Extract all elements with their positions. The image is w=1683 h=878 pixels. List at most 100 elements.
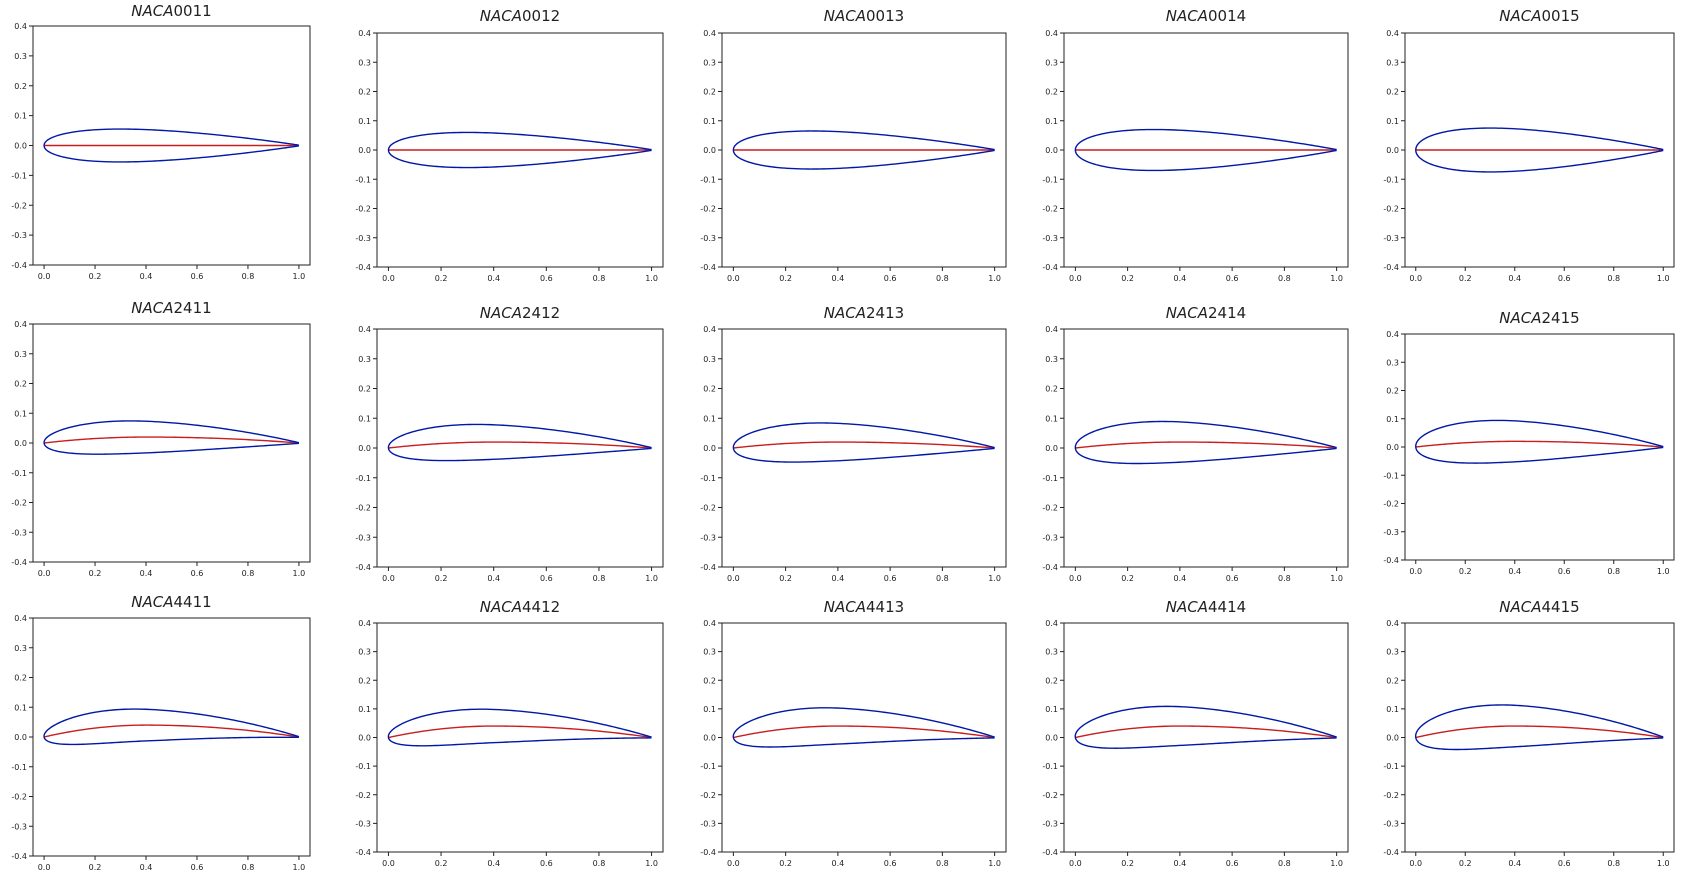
x-tick-label: 0.6 xyxy=(884,574,897,583)
x-tick-label: 0.8 xyxy=(242,272,255,281)
chart-title-prefix: NACA xyxy=(480,7,522,25)
chart-title-suffix: 2414 xyxy=(1208,304,1246,322)
x-tick-label: 0.2 xyxy=(435,274,448,283)
y-tick-label: 0.1 xyxy=(1045,117,1058,126)
y-tick-label: 0.4 xyxy=(358,29,371,38)
y-tick-label: 0.0 xyxy=(703,444,716,453)
x-tick-label: 0.6 xyxy=(191,863,204,872)
chart-title-prefix: NACA xyxy=(131,299,173,317)
airfoil-panel-4414: NACA4414 0.4 0.3 0.2 0.1 0.0 -0.1 -0.2 -0.3 -0.4 0… xyxy=(1042,598,1349,868)
x-tick-label: 1.0 xyxy=(1330,574,1343,583)
airfoil-outline xyxy=(1074,420,1337,465)
x-tick-label: 0.4 xyxy=(487,859,500,868)
airfoil-outline xyxy=(1415,127,1664,173)
camber-line xyxy=(1415,440,1664,448)
x-tick-label: 0.6 xyxy=(1558,567,1571,576)
chart-title-suffix: 0014 xyxy=(1208,7,1246,25)
y-tick-label: -0.1 xyxy=(1042,175,1058,184)
airfoil-outline xyxy=(43,128,299,163)
x-tick-label: 0.2 xyxy=(1121,274,1134,283)
y-tick-label: -0.4 xyxy=(11,558,27,567)
y-tick-label: -0.1 xyxy=(1383,471,1399,480)
x-tick-label: 0.6 xyxy=(1226,859,1239,868)
x-tick-label: 0.4 xyxy=(1508,274,1521,283)
y-tick-label: -0.1 xyxy=(11,763,27,772)
airfoil-panel-0011: NACA0011 0.4 0.3 0.2 0.1 0.0 -0.1 -0.2 -0.3 -0.4 0… xyxy=(11,2,311,281)
camber-line xyxy=(1075,441,1337,449)
y-tick-label: 0.3 xyxy=(1386,58,1399,67)
chart-title: NACA4415 xyxy=(1499,598,1579,616)
y-tick-label: -0.3 xyxy=(700,533,716,542)
x-tick-label: 0.4 xyxy=(832,859,845,868)
y-tick-label: 0.3 xyxy=(1045,58,1058,67)
chart-title-prefix: NACA xyxy=(824,598,866,616)
camber-line xyxy=(1075,725,1337,739)
y-tick-label: -0.3 xyxy=(1042,819,1058,828)
chart-title: NACA2413 xyxy=(824,304,904,322)
airfoil-outline xyxy=(387,131,652,169)
y-tick-label: -0.3 xyxy=(700,819,716,828)
y-tick-label: -0.1 xyxy=(1042,474,1058,483)
y-tick-label: 0.2 xyxy=(703,385,716,394)
x-tick-label: 0.2 xyxy=(435,574,448,583)
y-tick-label: -0.4 xyxy=(1042,848,1058,857)
airfoil-panel-2411: NACA2411 0.4 0.3 0.2 0.1 0.0 -0.1 -0.2 -0.3 -0.4 0… xyxy=(11,299,311,578)
y-tick-label: -0.3 xyxy=(11,528,27,537)
y-tick-label: -0.3 xyxy=(1383,819,1399,828)
y-tick-label: -0.4 xyxy=(700,563,716,572)
y-tick-label: 0.2 xyxy=(1045,676,1058,685)
y-tick-label: -0.1 xyxy=(1383,762,1399,771)
x-tick-label: 1.0 xyxy=(1657,567,1670,576)
x-tick-label: 0.6 xyxy=(1226,574,1239,583)
airfoil-outline xyxy=(43,708,300,746)
x-tick-label: 0.0 xyxy=(727,274,740,283)
y-tick-label: 0.2 xyxy=(1045,385,1058,394)
y-tick-label: 0.1 xyxy=(1045,414,1058,423)
x-tick-label: 0.8 xyxy=(1607,567,1620,576)
y-tick-label: -0.2 xyxy=(700,791,716,800)
x-tick-label: 0.8 xyxy=(1278,859,1291,868)
camber-line xyxy=(388,441,652,449)
y-tick-label: -0.1 xyxy=(355,762,371,771)
y-tick-label: 0.2 xyxy=(703,676,716,685)
x-tick-label: 0.4 xyxy=(832,274,845,283)
y-tick-label: -0.1 xyxy=(11,469,27,478)
y-tick-label: -0.1 xyxy=(355,474,371,483)
y-tick-label: -0.2 xyxy=(355,504,371,513)
airfoil-outline xyxy=(387,708,652,747)
y-tick-label: -0.3 xyxy=(1042,234,1058,243)
y-tick-label: -0.1 xyxy=(700,175,716,184)
y-tick-label: 0.1 xyxy=(14,112,27,121)
chart-title-prefix: NACA xyxy=(1499,598,1541,616)
y-tick-label: -0.1 xyxy=(355,175,371,184)
x-tick-label: 0.6 xyxy=(540,859,553,868)
x-tick-label: 0.0 xyxy=(727,574,740,583)
y-tick-label: 0.4 xyxy=(1386,330,1399,339)
airfoil-panel-0014: NACA0014 0.4 0.3 0.2 0.1 0.0 -0.1 -0.2 -0.3 -0.4 0… xyxy=(1042,7,1349,283)
x-tick-label: 0.2 xyxy=(89,863,102,872)
camber-line xyxy=(733,725,995,739)
y-tick-label: 0.2 xyxy=(358,385,371,394)
x-tick-label: 0.2 xyxy=(779,274,792,283)
airfoil-panel-2414: NACA2414 0.4 0.3 0.2 0.1 0.0 -0.1 -0.2 -0.3 -0.4 0… xyxy=(1042,304,1349,583)
x-tick-label: 0.4 xyxy=(487,274,500,283)
chart-title-prefix: NACA xyxy=(1166,598,1208,616)
x-tick-label: 0.0 xyxy=(38,863,51,872)
y-tick-label: 0.0 xyxy=(1045,734,1058,743)
chart-title-suffix: 4412 xyxy=(522,598,560,616)
chart-title: NACA4411 xyxy=(131,593,211,611)
y-tick-label: -0.3 xyxy=(355,533,371,542)
airfoil-outline xyxy=(43,420,300,455)
chart-title-prefix: NACA xyxy=(480,304,522,322)
chart-title-suffix: 4413 xyxy=(866,598,904,616)
x-tick-label: 0.4 xyxy=(1174,274,1187,283)
y-tick-label: -0.2 xyxy=(355,791,371,800)
airfoil-panel-4413: NACA4413 0.4 0.3 0.2 0.1 0.0 -0.1 -0.2 -0.3 -0.4 0… xyxy=(700,598,1007,868)
chart-title-suffix: 0012 xyxy=(522,7,560,25)
y-tick-label: -0.4 xyxy=(355,848,371,857)
y-tick-label: 0.1 xyxy=(703,117,716,126)
y-tick-label: -0.4 xyxy=(700,263,716,272)
x-tick-label: 0.8 xyxy=(242,569,255,578)
y-tick-label: -0.2 xyxy=(11,499,27,508)
x-tick-label: 0.6 xyxy=(1558,859,1571,868)
